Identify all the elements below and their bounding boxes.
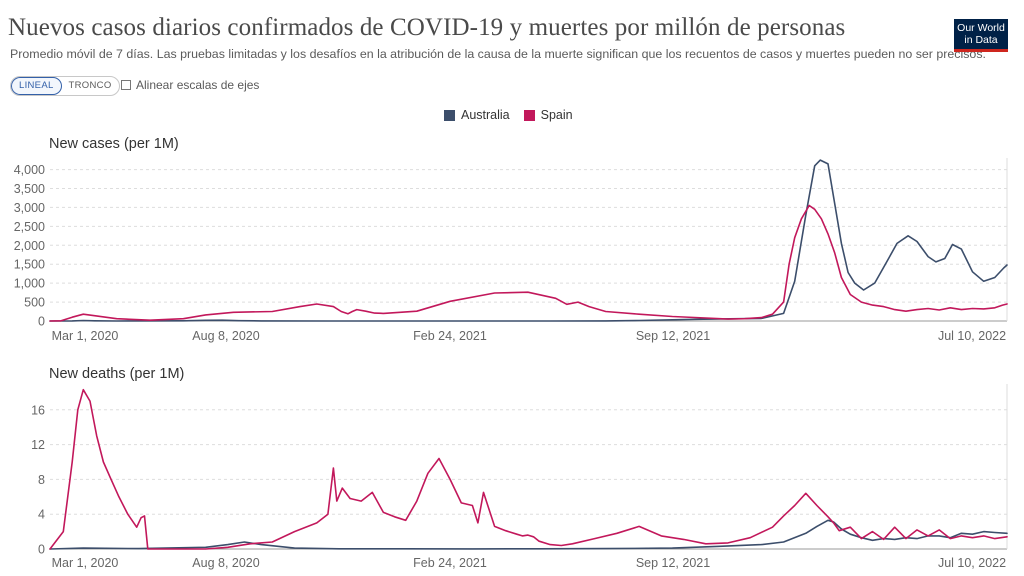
series-line-australia-new-deaths-per-1m bbox=[49, 519, 1008, 550]
y-tick-label: 16 bbox=[31, 403, 45, 417]
x-tick-label: Jul 10, 2022 bbox=[938, 329, 1006, 343]
logo-line-2: in Data bbox=[964, 34, 998, 46]
y-tick-label: 12 bbox=[31, 438, 45, 452]
linear-scale-button[interactable]: LINEAL bbox=[11, 77, 62, 95]
x-tick-label: Feb 24, 2021 bbox=[413, 329, 487, 343]
chart-subtitle: Promedio móvil de 7 días. Las pruebas li… bbox=[10, 47, 986, 61]
y-tick-label: 2,000 bbox=[14, 239, 45, 253]
legend-item-spain[interactable]: Spain bbox=[523, 108, 573, 122]
x-tick-label: Jul 10, 2022 bbox=[938, 556, 1006, 570]
y-tick-label: 2,500 bbox=[14, 220, 45, 234]
y-tick-label: 0 bbox=[38, 543, 45, 557]
y-tick-label: 0 bbox=[38, 315, 45, 329]
series-line-spain-new-cases-per-1m bbox=[49, 204, 1008, 322]
scale-toggle: LINEAL TRONCO bbox=[10, 76, 120, 96]
align-axes-option[interactable]: Alinear escalas de ejes bbox=[121, 78, 259, 92]
y-tick-label: 500 bbox=[24, 296, 45, 310]
y-tick-label: 3,500 bbox=[14, 182, 45, 196]
legend-item-australia[interactable]: Australia bbox=[444, 108, 510, 122]
y-tick-label: 4 bbox=[38, 508, 45, 522]
y-tick-label: 1,000 bbox=[14, 277, 45, 291]
chart-title: Nuevos casos diarios confirmados de COVI… bbox=[8, 14, 846, 41]
logo-line-1: Our World bbox=[957, 22, 1005, 34]
y-tick-label: 1,500 bbox=[14, 258, 45, 272]
x-tick-label: Aug 8, 2020 bbox=[192, 556, 259, 570]
x-tick-label: Feb 24, 2021 bbox=[413, 556, 487, 570]
x-tick-label: Mar 1, 2020 bbox=[52, 556, 119, 570]
series-line-australia-new-cases-per-1m bbox=[49, 159, 1008, 322]
legend-label-australia: Australia bbox=[461, 108, 510, 122]
series-line-spain-new-deaths-per-1m bbox=[49, 388, 1008, 550]
x-tick-label: Mar 1, 2020 bbox=[52, 329, 119, 343]
log-scale-button[interactable]: TRONCO bbox=[68, 80, 112, 91]
x-tick-label: Aug 8, 2020 bbox=[192, 329, 259, 343]
legend-label-spain: Spain bbox=[540, 108, 573, 122]
align-axes-label: Alinear escalas de ejes bbox=[136, 78, 260, 92]
y-tick-label: 8 bbox=[38, 473, 45, 487]
legend-swatch-spain bbox=[523, 109, 535, 121]
panel-title-new-cases-per-1m: New cases (per 1M) bbox=[49, 136, 179, 152]
x-tick-label: Sep 12, 2021 bbox=[636, 556, 710, 570]
panel-title-new-deaths-per-1m: New deaths (per 1M) bbox=[49, 366, 184, 382]
y-tick-label: 3,000 bbox=[14, 201, 45, 215]
align-axes-checkbox[interactable] bbox=[121, 80, 131, 90]
x-tick-label: Sep 12, 2021 bbox=[636, 329, 710, 343]
y-tick-label: 4,000 bbox=[14, 163, 45, 177]
legend: Australia Spain bbox=[444, 108, 573, 122]
legend-swatch-australia bbox=[444, 109, 455, 121]
owid-logo[interactable]: Our World in Data bbox=[954, 19, 1008, 52]
